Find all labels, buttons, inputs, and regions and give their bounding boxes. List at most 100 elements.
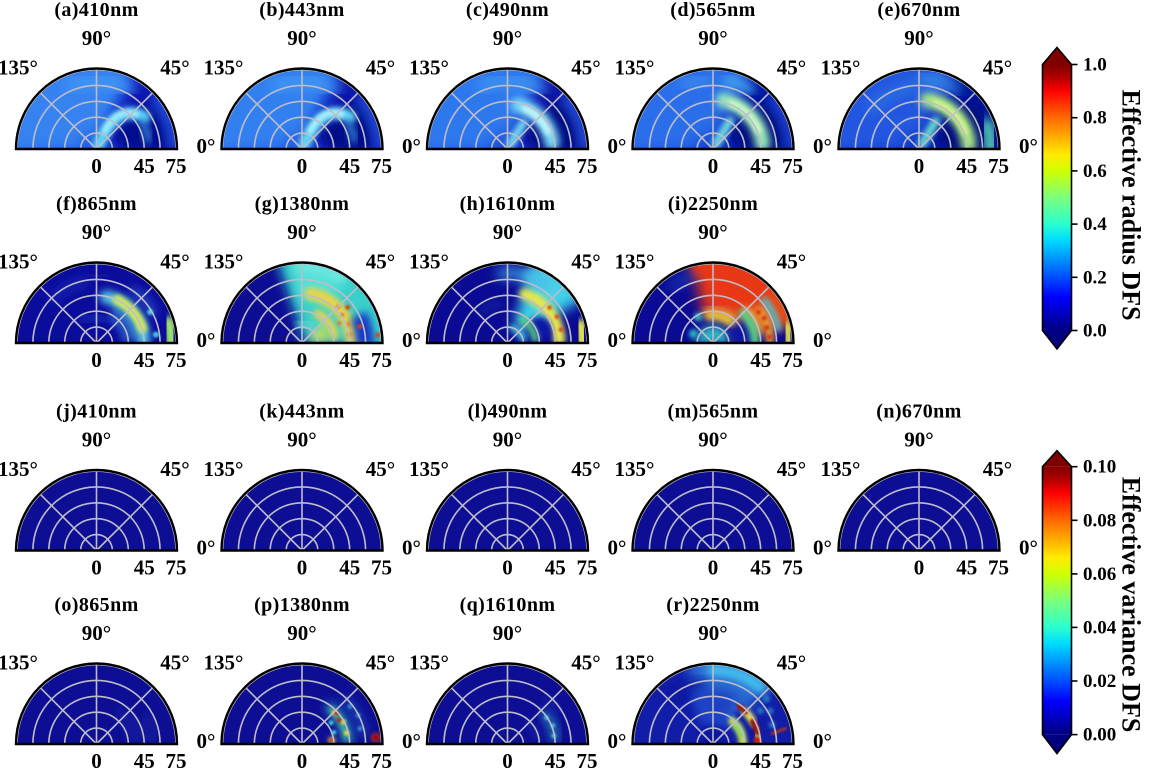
svg-text:90°: 90° — [493, 220, 522, 244]
svg-text:45: 45 — [134, 749, 155, 772]
svg-text:45°: 45° — [366, 56, 395, 80]
svg-text:0.6: 0.6 — [1083, 161, 1107, 182]
svg-text:45°: 45° — [366, 651, 395, 675]
svg-text:(h)1610nm: (h)1610nm — [460, 193, 556, 215]
svg-text:75: 75 — [166, 348, 187, 372]
svg-text:135°: 135° — [204, 56, 244, 80]
svg-text:45°: 45° — [571, 56, 600, 80]
svg-text:90°: 90° — [493, 621, 522, 645]
svg-text:0.02: 0.02 — [1083, 671, 1116, 692]
svg-text:45: 45 — [339, 154, 360, 178]
svg-text:0: 0 — [914, 154, 925, 178]
svg-text:0: 0 — [502, 556, 513, 580]
svg-text:75: 75 — [782, 348, 803, 372]
svg-text:0: 0 — [502, 348, 513, 372]
svg-text:0°: 0° — [608, 729, 627, 753]
svg-text:(r)2250nm: (r)2250nm — [666, 594, 760, 616]
svg-text:135°: 135° — [0, 56, 38, 80]
svg-text:(a)410nm: (a)410nm — [54, 0, 138, 21]
svg-text:45°: 45° — [777, 56, 806, 80]
svg-text:0°: 0° — [608, 328, 627, 352]
svg-text:0: 0 — [914, 556, 925, 580]
svg-text:135°: 135° — [615, 250, 655, 274]
svg-text:135°: 135° — [409, 250, 449, 274]
svg-text:(m)565nm: (m)565nm — [668, 401, 759, 423]
svg-text:0: 0 — [502, 154, 513, 178]
svg-text:45: 45 — [545, 154, 566, 178]
svg-text:0°: 0° — [813, 536, 832, 560]
svg-text:0°: 0° — [608, 134, 627, 158]
svg-text:0°: 0° — [1019, 536, 1038, 560]
svg-text:90°: 90° — [287, 26, 316, 50]
svg-text:90°: 90° — [493, 26, 522, 50]
svg-text:(j)410nm: (j)410nm — [56, 401, 137, 423]
svg-text:90°: 90° — [287, 621, 316, 645]
svg-text:45: 45 — [545, 556, 566, 580]
svg-text:0.04: 0.04 — [1083, 617, 1117, 638]
svg-text:0: 0 — [708, 154, 719, 178]
svg-text:45: 45 — [750, 556, 771, 580]
svg-text:(b)443nm: (b)443nm — [259, 0, 344, 21]
svg-text:(p)1380nm: (p)1380nm — [254, 594, 350, 616]
svg-text:0: 0 — [297, 749, 308, 772]
svg-text:0.00: 0.00 — [1083, 725, 1116, 746]
svg-text:75: 75 — [166, 749, 187, 772]
svg-text:135°: 135° — [204, 651, 244, 675]
svg-text:75: 75 — [166, 556, 187, 580]
svg-text:(g)1380nm: (g)1380nm — [255, 193, 350, 215]
svg-text:0°: 0° — [608, 536, 627, 560]
svg-text:0°: 0° — [197, 134, 216, 158]
svg-text:90°: 90° — [904, 26, 933, 50]
svg-text:(d)565nm: (d)565nm — [670, 0, 755, 21]
svg-text:75: 75 — [577, 556, 598, 580]
svg-text:135°: 135° — [615, 56, 655, 80]
svg-text:Effective radius DFS: Effective radius DFS — [1117, 89, 1146, 320]
svg-text:0°: 0° — [813, 729, 832, 753]
svg-text:90°: 90° — [82, 621, 111, 645]
svg-text:45°: 45° — [777, 457, 806, 481]
svg-text:45: 45 — [134, 556, 155, 580]
svg-text:45: 45 — [134, 348, 155, 372]
svg-text:(e)670nm: (e)670nm — [877, 0, 960, 21]
svg-text:135°: 135° — [615, 457, 655, 481]
svg-text:135°: 135° — [409, 457, 449, 481]
svg-text:90°: 90° — [698, 220, 727, 244]
svg-text:75: 75 — [371, 348, 392, 372]
svg-text:45°: 45° — [160, 250, 189, 274]
svg-text:75: 75 — [782, 749, 803, 772]
svg-text:0: 0 — [297, 154, 308, 178]
svg-text:0°: 0° — [402, 134, 421, 158]
svg-text:75: 75 — [988, 556, 1009, 580]
svg-text:0: 0 — [502, 749, 513, 772]
svg-text:0: 0 — [297, 556, 308, 580]
svg-text:0: 0 — [297, 348, 308, 372]
svg-text:0°: 0° — [197, 328, 216, 352]
svg-text:0: 0 — [708, 556, 719, 580]
svg-text:(n)670nm: (n)670nm — [876, 401, 961, 423]
svg-text:(c)490nm: (c)490nm — [466, 0, 549, 21]
svg-text:90°: 90° — [904, 428, 933, 452]
svg-text:90°: 90° — [493, 428, 522, 452]
svg-text:45: 45 — [545, 348, 566, 372]
svg-text:75: 75 — [782, 154, 803, 178]
svg-text:0°: 0° — [402, 729, 421, 753]
svg-text:75: 75 — [371, 556, 392, 580]
svg-text:90°: 90° — [82, 26, 111, 50]
svg-text:(l)490nm: (l)490nm — [468, 401, 548, 423]
svg-text:(f)865nm: (f)865nm — [56, 193, 137, 215]
svg-text:0: 0 — [91, 556, 102, 580]
svg-text:(o)865nm: (o)865nm — [54, 594, 138, 616]
svg-text:90°: 90° — [287, 220, 316, 244]
svg-text:135°: 135° — [409, 56, 449, 80]
svg-text:135°: 135° — [821, 457, 861, 481]
svg-text:90°: 90° — [698, 621, 727, 645]
svg-text:45°: 45° — [366, 250, 395, 274]
svg-text:0.10: 0.10 — [1083, 457, 1116, 478]
svg-text:0°: 0° — [197, 536, 216, 560]
svg-text:135°: 135° — [204, 457, 244, 481]
svg-text:0°: 0° — [813, 134, 832, 158]
svg-text:45°: 45° — [160, 651, 189, 675]
svg-text:0: 0 — [91, 154, 102, 178]
svg-text:45°: 45° — [777, 651, 806, 675]
svg-text:0°: 0° — [1019, 134, 1038, 158]
